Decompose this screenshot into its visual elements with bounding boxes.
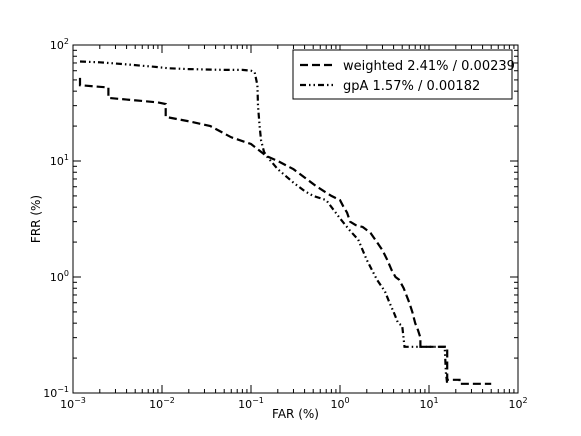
axis-ticks [72, 44, 519, 394]
series-line-0 [78, 77, 492, 385]
x-axis-label: FAR (%) [272, 407, 319, 421]
legend-label-weighted: weighted 2.41% / 0.00239 [343, 59, 515, 74]
x-tick-label: 10−2 [149, 396, 175, 411]
legend-box [292, 49, 513, 100]
x-tick-label: 100 [330, 396, 349, 411]
x-tick-label: 102 [508, 396, 527, 411]
x-tick-label: 10−3 [60, 396, 86, 411]
x-tick-label: 10−1 [238, 396, 264, 411]
x-tick-label: 101 [419, 396, 438, 411]
axis-tick-labels: 10−3 10−2 10−1 100 101 102 10−1 100 101 102 [43, 37, 527, 411]
plot-frame [72, 44, 519, 394]
y-tick-label: 102 [50, 37, 69, 52]
legend: weighted 2.41% / 0.00239 gpA 1.57% / 0.0… [292, 49, 515, 100]
y-tick-label: 100 [50, 269, 69, 284]
y-tick-label: 101 [50, 153, 69, 168]
y-tick-label: 10−1 [43, 385, 69, 400]
plot-lines [78, 60, 492, 385]
legend-label-gpa: gpA 1.57% / 0.00182 [343, 79, 480, 94]
y-axis-label: FRR (%) [29, 195, 43, 243]
series-line-1 [79, 60, 449, 384]
